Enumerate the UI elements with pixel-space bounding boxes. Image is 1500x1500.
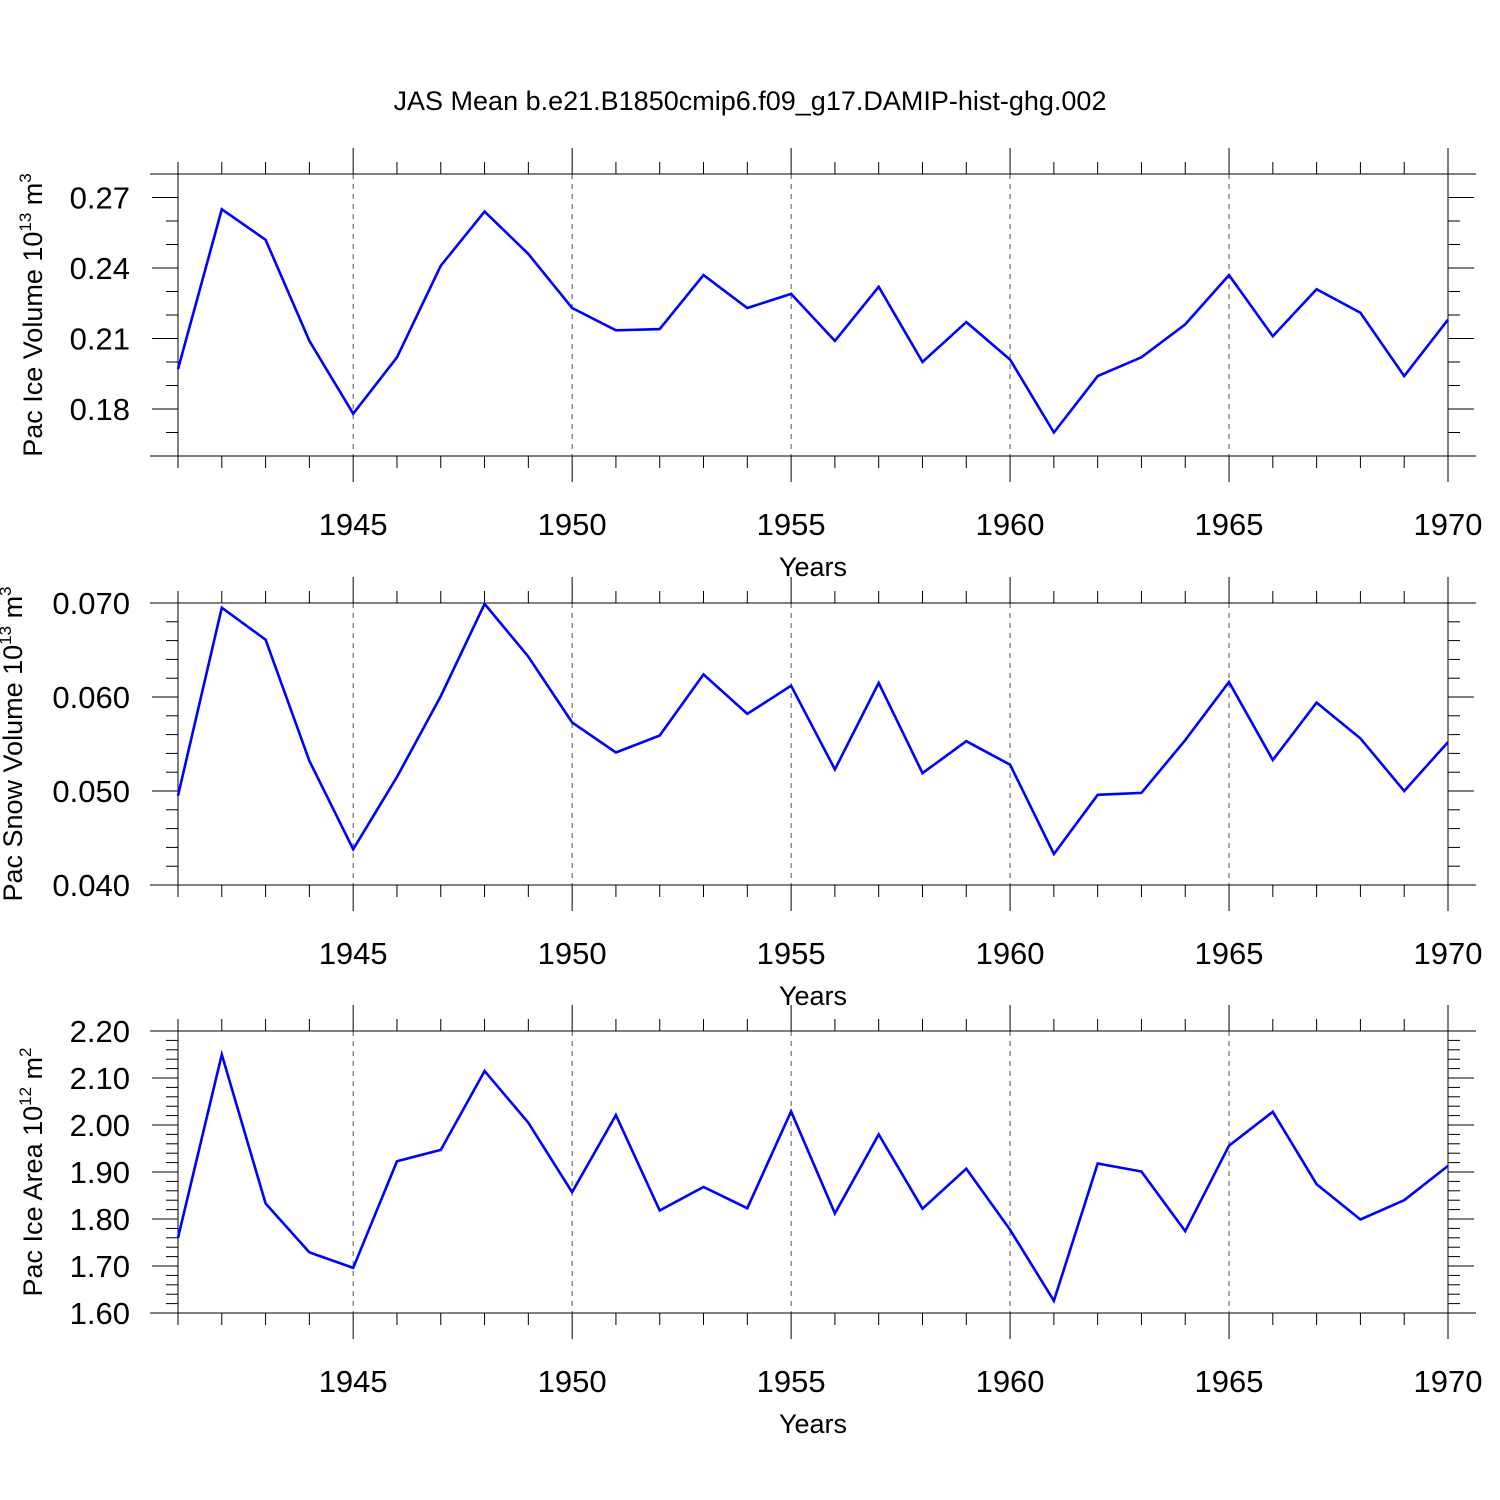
panel-2: 0.040 0.050 0.060 0.070 1945 1950 1955 1960 1965… bbox=[0, 577, 1482, 1011]
chart-title: JAS Mean b.e21.B1850cmip6.f09_g17.DAMIP-… bbox=[394, 86, 1107, 116]
y-axis-label-part: m bbox=[0, 596, 28, 626]
y-tick-label: 1.70 bbox=[70, 1249, 130, 1284]
y-axis-label-part: Pac Ice Area 10 bbox=[18, 1106, 48, 1297]
y-tick-label: 0.050 bbox=[52, 774, 130, 809]
x-tick-label: 1955 bbox=[757, 507, 826, 542]
x-axis-label: Years bbox=[779, 552, 847, 582]
panels: 0.18 0.21 0.24 0.27 1945 1950 1955 1960 1965 1970… bbox=[0, 148, 1482, 1439]
x-tick-label: 1945 bbox=[319, 507, 388, 542]
y-tick-label: 0.060 bbox=[52, 680, 130, 715]
y-axis-label-superscript: 2 bbox=[16, 1047, 35, 1056]
x-tick-label: 1965 bbox=[1195, 1364, 1264, 1399]
x-axis-label: Years bbox=[779, 981, 847, 1011]
y-tick-label: 0.040 bbox=[52, 868, 130, 903]
y-axis-label-part: m bbox=[18, 1057, 48, 1087]
y-tick-label: 0.24 bbox=[70, 251, 130, 286]
y-axis-label: Pac Snow Volume 1013 m3 bbox=[0, 586, 28, 901]
x-tick-label: 1960 bbox=[976, 936, 1045, 971]
x-tick-label: 1960 bbox=[976, 507, 1045, 542]
y-axis-label-superscript: 12 bbox=[16, 1087, 35, 1106]
y-axis-label-superscript: 13 bbox=[0, 626, 15, 645]
y-tick-label: 0.070 bbox=[52, 586, 130, 621]
series-line bbox=[176, 601, 1449, 857]
x-tick-label: 1945 bbox=[319, 1364, 388, 1399]
x-tick-label: 1950 bbox=[538, 1364, 607, 1399]
panel-3: 1.60 1.70 1.80 1.90 2.00 2.10 2.20 1945 1950 1955… bbox=[16, 1005, 1482, 1439]
series-line bbox=[176, 207, 1450, 435]
y-tick-label: 0.21 bbox=[70, 322, 130, 357]
y-tick-label: 0.27 bbox=[70, 181, 130, 216]
x-tick-label: 1965 bbox=[1195, 507, 1264, 542]
y-tick-label: 2.00 bbox=[70, 1108, 130, 1143]
y-tick-label: 1.90 bbox=[70, 1155, 130, 1190]
x-tick-label: 1970 bbox=[1414, 1364, 1483, 1399]
x-tick-label: 1960 bbox=[976, 1364, 1045, 1399]
panel-1: 0.18 0.21 0.24 0.27 1945 1950 1955 1960 1965 1970… bbox=[16, 148, 1482, 582]
x-tick-label: 1970 bbox=[1414, 507, 1483, 542]
y-tick-label: 1.60 bbox=[70, 1296, 130, 1331]
x-tick-label: 1955 bbox=[757, 1364, 826, 1399]
y-axis-label-part: m bbox=[18, 183, 48, 213]
y-axis-label: Pac Ice Area 1012 m2 bbox=[16, 1047, 48, 1296]
y-axis-label-part: Pac Ice Volume 10 bbox=[18, 232, 48, 457]
y-axis-label: Pac Ice Volume 1013 m3 bbox=[16, 173, 48, 457]
x-tick-label: 1950 bbox=[538, 936, 607, 971]
y-axis-label-superscript: 13 bbox=[16, 213, 35, 232]
y-axis-label-superscript: 3 bbox=[0, 586, 15, 595]
x-axis-label: Years bbox=[779, 1409, 847, 1439]
x-tick-label: 1955 bbox=[757, 936, 826, 971]
x-tick-label: 1945 bbox=[319, 936, 388, 971]
y-tick-label: 1.80 bbox=[70, 1202, 130, 1237]
series-line bbox=[176, 1049, 1449, 1304]
y-tick-label: 2.20 bbox=[70, 1014, 130, 1049]
y-axis-label-superscript: 3 bbox=[16, 173, 35, 182]
y-tick-label: 0.18 bbox=[70, 392, 130, 427]
x-tick-label: 1965 bbox=[1195, 936, 1264, 971]
y-axis-label-part: Pac Snow Volume 10 bbox=[0, 645, 28, 902]
x-tick-label: 1970 bbox=[1414, 936, 1483, 971]
y-tick-label: 2.10 bbox=[70, 1061, 130, 1096]
x-tick-label: 1950 bbox=[538, 507, 607, 542]
